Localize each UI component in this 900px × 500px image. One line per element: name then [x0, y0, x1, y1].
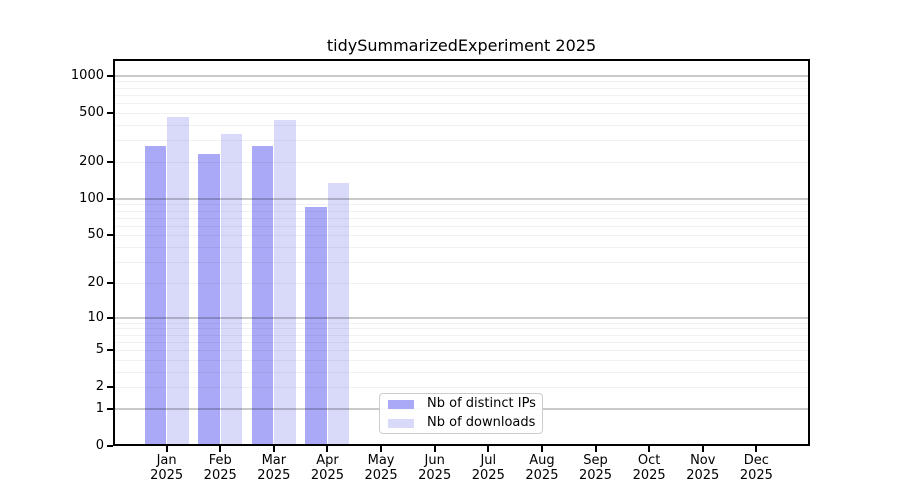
legend-swatch-distinct-ips-icon [388, 399, 414, 409]
y-tick-label: 50 [87, 227, 104, 243]
x-tick-label: Jul 2025 [471, 453, 505, 483]
gridline-minor [113, 112, 810, 114]
gridline-minor [113, 261, 810, 263]
y-tick [107, 445, 113, 447]
plot-area [113, 59, 810, 446]
gridline-minor [113, 334, 810, 336]
x-tick-label: Dec 2025 [739, 453, 773, 483]
gridline-minor [113, 282, 810, 284]
x-tick [648, 446, 651, 452]
y-tick [107, 111, 113, 114]
y-tick-label: 20 [87, 274, 104, 290]
x-tick-label: May 2025 [364, 453, 398, 483]
x-tick [165, 446, 168, 452]
x-tick-label: Mar 2025 [257, 453, 291, 483]
gridline-minor [113, 103, 810, 105]
gridline-minor [113, 87, 810, 89]
y-tick-label: 100 [79, 190, 104, 206]
y-tick-label: 0 [95, 438, 104, 453]
gridline-minor [113, 161, 810, 163]
bar-feb-ips [198, 153, 220, 446]
gridline-minor [113, 204, 810, 206]
legend-label-distinct-ips: Nb of distinct IPs [427, 396, 536, 411]
bar-mar-downloads [274, 120, 296, 446]
gridline-minor [113, 322, 810, 324]
x-tick [219, 446, 222, 452]
gridline-minor [113, 328, 810, 330]
y-tick [107, 74, 113, 77]
y-tick [107, 386, 113, 389]
gridline-minor [113, 341, 810, 343]
legend-swatch-downloads-icon [388, 418, 414, 428]
y-tick [107, 348, 113, 351]
x-tick [594, 446, 597, 452]
gridline-minor [113, 359, 810, 361]
bar-apr-ips [305, 207, 327, 446]
bar-mar-ips [251, 146, 274, 446]
x-tick [272, 446, 275, 452]
x-tick-label: Sep 2025 [578, 453, 613, 483]
y-tick-label: 500 [79, 104, 104, 120]
gridline-minor [113, 124, 810, 126]
x-tick-label: Feb 2025 [203, 453, 237, 483]
legend-label-downloads: Nb of downloads [427, 415, 536, 430]
y-tick [107, 234, 113, 237]
y-tick-label: 5 [95, 341, 104, 357]
gridline-minor [113, 81, 810, 83]
gridline-major [113, 198, 810, 200]
bar-jan-downloads [167, 117, 189, 446]
x-tick [380, 446, 383, 452]
gridline-minor [113, 140, 810, 142]
chart-title: tidySummarizedExperiment 2025 [326, 36, 597, 55]
gridline-major [113, 75, 810, 77]
y-tick-label: 10 [87, 309, 104, 325]
y-tick [107, 281, 113, 284]
y-tick-label: 2 [95, 379, 104, 395]
legend-item-downloads: Nb of downloads [380, 415, 542, 431]
bar-feb-downloads [220, 134, 243, 446]
gridline-minor [113, 217, 810, 219]
gridline-minor [113, 94, 810, 96]
y-tick-label: 200 [79, 153, 104, 169]
x-tick [433, 446, 436, 452]
gridline-minor [113, 235, 810, 237]
x-tick-label: Jan 2025 [150, 453, 184, 483]
gridline-minor [113, 225, 810, 227]
x-tick [701, 446, 704, 452]
gridline-major [113, 317, 810, 319]
y-tick-label: 1 [95, 400, 104, 416]
legend-item-distinct-ips: Nb of distinct IPs [380, 396, 542, 412]
x-tick-label: Apr 2025 [310, 453, 344, 483]
x-tick-label: Jun 2025 [418, 453, 452, 483]
x-tick [755, 446, 758, 452]
bar-jan-ips [144, 146, 167, 446]
x-tick-label: Aug 2025 [525, 453, 559, 483]
gridline-minor [113, 371, 810, 373]
gridline-minor [113, 387, 810, 389]
y-tick [107, 316, 113, 319]
x-tick [487, 446, 490, 452]
bar-apr-downloads [327, 183, 350, 446]
legend: Nb of distinct IPs Nb of downloads [379, 393, 543, 434]
gridline-minor [113, 247, 810, 248]
gridline-minor [113, 349, 810, 351]
x-tick [326, 446, 329, 452]
x-tick-label: Nov 2025 [686, 453, 720, 483]
gridline-minor [113, 210, 810, 212]
x-tick [540, 446, 543, 452]
y-tick [107, 407, 113, 410]
y-tick [107, 197, 113, 200]
y-tick [107, 160, 113, 163]
x-tick-label: Oct 2025 [632, 453, 666, 483]
y-tick-label: 1000 [70, 67, 104, 83]
